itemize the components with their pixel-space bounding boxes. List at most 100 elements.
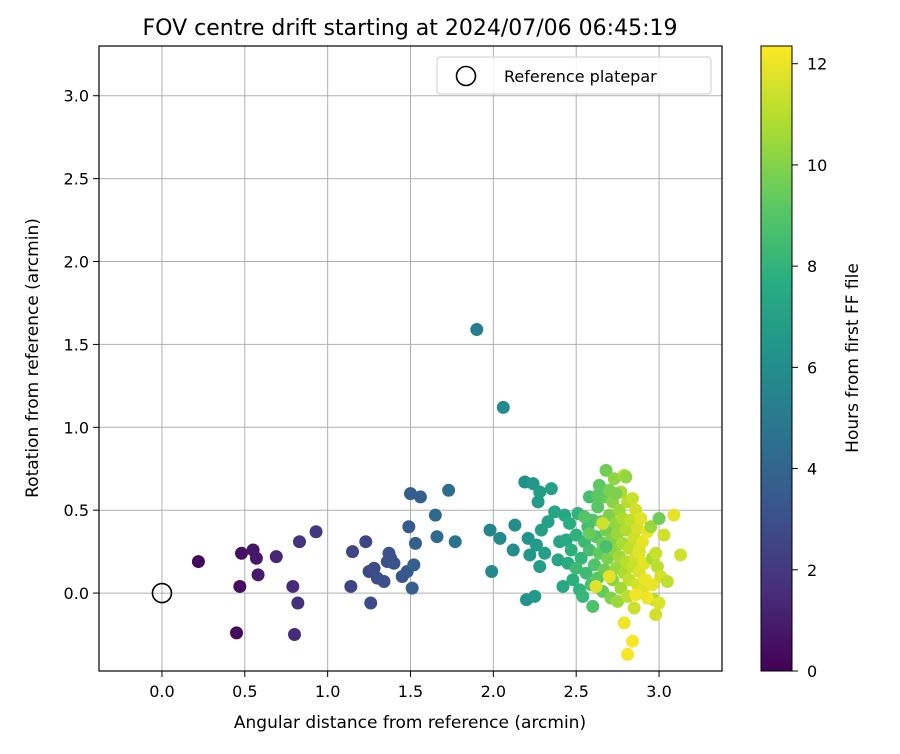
data-point [508,518,522,532]
data-point [269,550,283,564]
data-point [528,589,542,603]
y-tick-label: 2.5 [64,170,89,189]
data-point [674,548,688,562]
grid-lines [99,46,722,671]
legend-label: Reference platepar [504,67,657,86]
data-point [551,553,565,567]
data-point [413,490,427,504]
data-point [344,579,358,593]
data-point [533,560,547,574]
data-point [470,322,484,336]
data-point [407,558,421,572]
data-point [230,626,244,640]
data-point [531,495,545,509]
chart-title: FOV centre drift starting at 2024/07/06 … [143,16,678,41]
colorbar-label: Hours from first FF file [843,263,863,453]
data-point [649,546,663,560]
data-point [191,555,205,569]
colorbar-tick-label: 2 [807,561,817,580]
data-point [377,574,391,588]
data-point [611,594,625,608]
data-point [619,470,633,484]
data-point [364,596,378,610]
data-point [286,579,300,593]
data-point [667,508,681,522]
data-point [249,551,263,565]
data-point [251,568,265,582]
data-point [589,579,603,593]
data-point [541,515,555,529]
data-point [387,556,401,570]
data-point [291,596,305,610]
data-point [635,535,649,549]
data-point [309,525,323,539]
data-point [650,560,664,574]
data-point [428,508,442,522]
data-point [609,487,623,501]
legend-reference-icon [455,65,477,87]
data-point [607,472,621,486]
x-tick-label: 3.0 [646,682,671,701]
data-point [430,530,444,544]
data-point [533,485,547,499]
data-point [493,531,507,545]
x-tick-label: 0.0 [149,682,174,701]
data-point [660,574,674,588]
x-tick-label: 2.5 [563,682,588,701]
data-point [523,548,537,562]
x-tick-label: 2.0 [481,682,506,701]
colorbar-tick-label: 8 [807,257,817,276]
data-point [621,647,635,661]
data-point [233,579,247,593]
data-point [485,565,499,579]
data-point [630,521,644,535]
data-point [599,463,613,477]
data-point [602,570,616,584]
colorbar-tick-label: 6 [807,358,817,377]
data-point [367,561,381,575]
data-point [538,546,552,560]
colorbar-tick-label: 4 [807,460,817,479]
data-point [626,492,640,506]
data-point [569,561,583,575]
legend-box [436,56,712,95]
data-point [652,596,666,610]
data-point [576,589,590,603]
data-point [563,516,577,530]
x-tick-label: 1.5 [398,682,423,701]
data-point [448,535,462,549]
data-point [591,488,605,502]
data-point [657,528,671,542]
y-axis-label: Rotation from reference (arcmin) [23,218,43,498]
data-point [346,545,360,559]
data-point [564,543,578,557]
data-point [496,400,510,414]
data-point [599,540,613,554]
data-point [544,482,558,496]
y-axis-ticks: 0.0 0.5 1.0 1.5 2.0 2.5 3.0 [64,87,99,603]
data-point [483,523,497,537]
y-tick-label: 3.0 [64,87,89,106]
colorbar-ticks: 0 2 4 6 8 10 12 [792,55,827,681]
data-point [582,526,596,540]
data-point [629,588,643,602]
data-point [592,478,606,492]
data-point [506,543,520,557]
data-points [191,322,688,661]
x-axis-label: Angular distance from reference (arcmin) [234,713,586,733]
data-point [577,510,591,524]
data-point [617,616,631,630]
colorbar-tick-label: 0 [807,662,817,681]
y-tick-label: 1.5 [64,335,89,354]
data-point [579,566,593,580]
data-point [529,538,543,552]
data-point [634,511,648,525]
data-point [566,573,580,587]
data-point [652,511,666,525]
y-tick-label: 2.0 [64,253,89,272]
data-point [596,516,610,530]
y-tick-label: 1.0 [64,418,89,437]
data-point [640,591,654,605]
data-point [404,487,417,501]
